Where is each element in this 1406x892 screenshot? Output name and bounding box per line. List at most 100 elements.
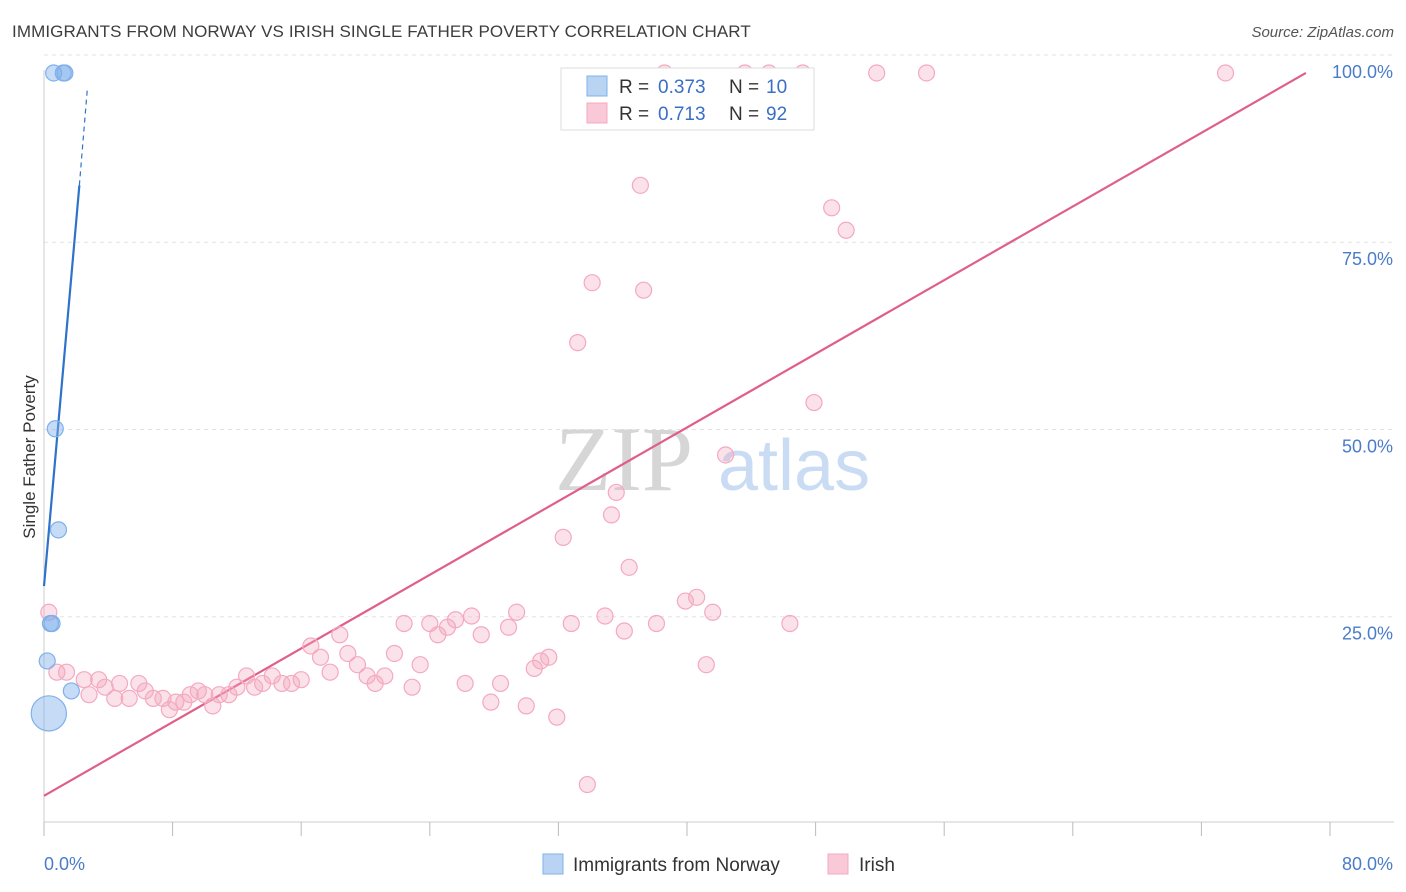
irish-point bbox=[446, 611, 465, 629]
irish-point bbox=[548, 708, 566, 726]
irish-point bbox=[823, 199, 841, 217]
irish-point bbox=[376, 667, 394, 685]
irish-point bbox=[311, 648, 330, 666]
irish-point bbox=[403, 678, 421, 696]
irish-point bbox=[385, 644, 404, 663]
irish-point bbox=[578, 775, 596, 794]
irish-point bbox=[517, 697, 535, 715]
legend-r-value-2: 0.713 bbox=[658, 104, 706, 125]
irish-point bbox=[48, 663, 66, 681]
legend-swatch-irish bbox=[586, 102, 608, 124]
series-legend-swatch-norway bbox=[542, 853, 564, 875]
irish-point bbox=[110, 674, 129, 693]
irish-point bbox=[348, 656, 367, 674]
trendline-norway bbox=[42, 185, 81, 587]
irish-point bbox=[697, 656, 715, 674]
irish-point bbox=[321, 663, 339, 681]
irish-point bbox=[837, 221, 855, 239]
series-legend: Immigrants from Norway Irish bbox=[542, 853, 895, 876]
irish-point bbox=[245, 678, 264, 696]
legend-r-label-1: R = bbox=[619, 77, 649, 98]
legend-swatch-norway bbox=[586, 75, 608, 97]
irish-point bbox=[282, 674, 301, 693]
irish-point bbox=[106, 689, 124, 708]
legend-r-label-2: R = bbox=[619, 104, 649, 125]
irish-point bbox=[482, 693, 500, 711]
legend-n-value-2: 92 bbox=[766, 104, 787, 125]
irish-point bbox=[688, 588, 706, 606]
irish-point bbox=[602, 506, 621, 524]
irish-point bbox=[80, 686, 98, 704]
irish-point bbox=[228, 678, 246, 696]
irish-point bbox=[508, 603, 526, 621]
irish-point bbox=[805, 393, 823, 412]
irish-point bbox=[596, 607, 614, 625]
y-axis-label: Single Father Poverty bbox=[20, 375, 39, 539]
irish-point bbox=[868, 64, 886, 82]
irish-point bbox=[273, 674, 291, 693]
irish-point bbox=[562, 614, 580, 633]
irish-point bbox=[540, 648, 558, 666]
tick-labels: 25.0% 50.0% 75.0% 100.0% 0.0% 80.0% bbox=[44, 62, 1393, 874]
legend-r-value-1: 0.373 bbox=[658, 77, 706, 98]
irish-point bbox=[583, 274, 601, 292]
y-tick-label: 100.0% bbox=[1332, 62, 1393, 82]
irish-point bbox=[499, 618, 518, 636]
irish-point bbox=[615, 622, 633, 640]
trendline-norway-extension bbox=[78, 87, 89, 186]
norway-point bbox=[46, 420, 64, 438]
data-points bbox=[30, 64, 1235, 794]
norway-point bbox=[30, 695, 68, 732]
irish-point bbox=[181, 686, 199, 704]
legend-n-label-2: N = bbox=[729, 104, 759, 125]
irish-point bbox=[781, 614, 799, 633]
irish-point bbox=[631, 176, 649, 194]
irish-point bbox=[532, 652, 550, 670]
irish-point bbox=[302, 637, 320, 655]
irish-point bbox=[647, 614, 666, 633]
norway-point bbox=[56, 64, 74, 82]
irish-point bbox=[704, 603, 722, 621]
irish-point bbox=[676, 592, 694, 610]
norway-point bbox=[49, 521, 68, 539]
legend-n-value-1: 10 bbox=[766, 77, 787, 98]
legend-n-label-1: N = bbox=[729, 77, 759, 98]
irish-point bbox=[456, 674, 474, 693]
irish-point bbox=[472, 626, 490, 644]
irish-point bbox=[331, 626, 349, 644]
y-tick-label: 25.0% bbox=[1342, 624, 1393, 644]
irish-point bbox=[620, 558, 638, 576]
irish-point bbox=[339, 644, 357, 663]
watermark: ZIP atlas bbox=[555, 408, 870, 510]
irish-point bbox=[210, 686, 228, 704]
irish-point bbox=[411, 656, 429, 674]
series-legend-label-norway: Immigrants from Norway bbox=[573, 855, 780, 876]
irish-point bbox=[491, 674, 510, 693]
irish-point bbox=[917, 64, 936, 82]
chart-source: Source: ZipAtlas.com bbox=[1251, 24, 1394, 41]
irish-point bbox=[395, 614, 413, 633]
legend: R = 0.373 N = 10 R = 0.713 N = 92 bbox=[560, 67, 815, 131]
series-legend-swatch-irish bbox=[827, 853, 849, 875]
irish-point bbox=[716, 446, 735, 464]
x-tick-label: 0.0% bbox=[44, 854, 85, 874]
watermark-atlas: atlas bbox=[718, 426, 870, 506]
norway-point bbox=[38, 652, 56, 670]
irish-point bbox=[462, 607, 481, 625]
irish-point bbox=[569, 334, 587, 352]
norway-point bbox=[62, 682, 80, 700]
irish-point bbox=[634, 281, 653, 299]
irish-point bbox=[75, 671, 93, 689]
irish-point bbox=[120, 689, 138, 708]
y-tick-label: 50.0% bbox=[1342, 436, 1393, 456]
irish-point bbox=[292, 671, 310, 689]
series-legend-label-irish: Irish bbox=[859, 855, 895, 876]
irish-point bbox=[144, 689, 162, 708]
irish-point bbox=[554, 528, 572, 546]
irish-point bbox=[607, 483, 625, 502]
irish-point bbox=[1216, 64, 1235, 82]
x-tick-label: 80.0% bbox=[1342, 854, 1393, 874]
irish-point bbox=[57, 663, 76, 681]
chart-title: IMMIGRANTS FROM NORWAY VS IRISH SINGLE F… bbox=[12, 22, 751, 41]
